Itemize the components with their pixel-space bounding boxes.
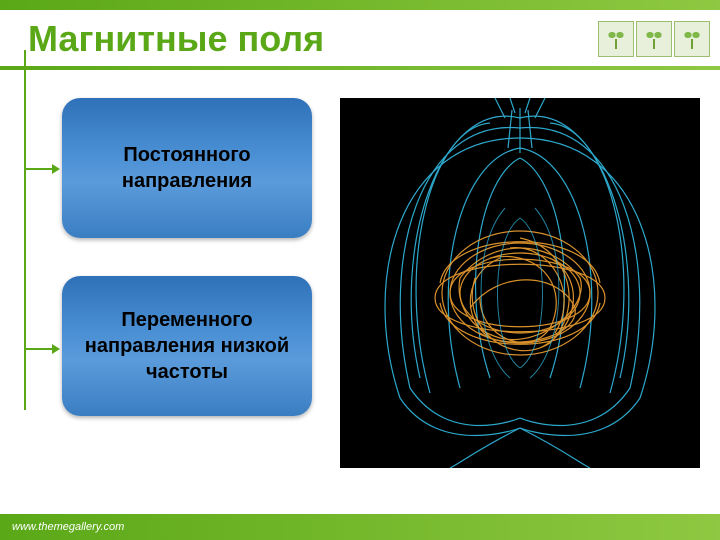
page-title: Магнитные поля [28, 18, 598, 60]
footer-bar: www.themegallery.com [0, 514, 720, 540]
thumbnail-1 [598, 21, 634, 57]
footer-url: www.themegallery.com [12, 521, 124, 533]
thumbnail-3 [674, 21, 710, 57]
card-variable-low-freq: Переменного направления низкой частоты [62, 276, 312, 416]
content-area: Постоянного направления Переменного напр… [0, 70, 720, 468]
thumbnail-2 [636, 21, 672, 57]
sprout-icon [646, 29, 662, 49]
card-constant-direction: Постоянного направления [62, 98, 312, 238]
arrow-icon [52, 344, 60, 354]
card-label: Переменного направления низкой частоты [72, 307, 302, 385]
sprout-icon [608, 29, 624, 49]
connector-vertical [24, 50, 26, 410]
arrow-icon [52, 164, 60, 174]
connector-h-1 [24, 168, 54, 170]
thumbnail-strip [598, 21, 710, 57]
left-column: Постоянного направления Переменного напр… [20, 98, 320, 468]
connector-h-2 [24, 348, 54, 350]
sprout-icon [684, 29, 700, 49]
right-column [340, 98, 700, 468]
title-row: Магнитные поля [0, 10, 720, 60]
field-lines-svg [340, 98, 700, 468]
header-accent-bar [0, 0, 720, 10]
card-label: Постоянного направления [72, 142, 302, 194]
magnetic-field-image [340, 98, 700, 468]
